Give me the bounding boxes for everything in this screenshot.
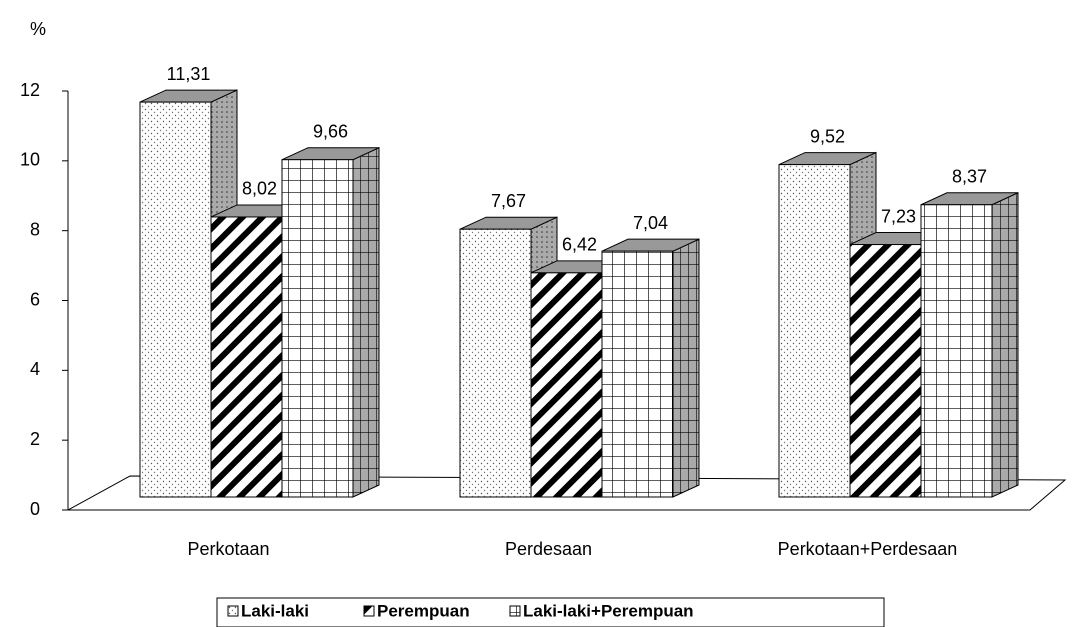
bar [530,272,603,498]
legend-swatch [227,605,239,617]
data-label: 7,23 [881,206,916,226]
legend [216,597,885,627]
y-tick-label: 12 [20,80,40,100]
bar-side [352,146,380,498]
data-label: 8,37 [952,166,987,186]
bar [778,164,851,498]
data-label: 9,52 [810,126,845,146]
data-label: 11,31 [167,64,211,84]
bar [139,101,212,498]
y-axis-label: % [30,19,46,39]
data-label: 7,04 [633,213,668,233]
bar [849,244,922,498]
bar [281,159,354,498]
y-tick-label: 6 [30,289,40,309]
y-tick-label: 10 [20,150,40,170]
bar [210,216,283,498]
legend-swatch [363,605,375,617]
data-label: 8,02 [242,179,277,199]
legend-label: Laki-laki [241,601,309,620]
bar [601,250,674,498]
data-label: 7,67 [491,191,526,211]
y-tick-label: 0 [30,499,40,519]
x-tick-label: Perkotaan [187,539,269,559]
data-label: 6,42 [562,235,597,255]
y-tick-label: 4 [30,359,40,379]
y-tick-label: 2 [30,429,40,449]
legend-label: Perempuan [377,601,470,620]
data-label: 9,66 [313,121,348,141]
bar-side [991,191,1019,498]
x-tick-label: Perdesaan [505,539,592,559]
bar [920,204,993,498]
bar-side [672,238,700,498]
legend-swatch [509,605,521,617]
legend-label: Laki-laki+Perempuan [523,601,694,620]
y-tick-label: 8 [30,219,40,239]
x-tick-label: Perkotaan+Perdesaan [778,539,958,559]
bar [459,228,532,498]
